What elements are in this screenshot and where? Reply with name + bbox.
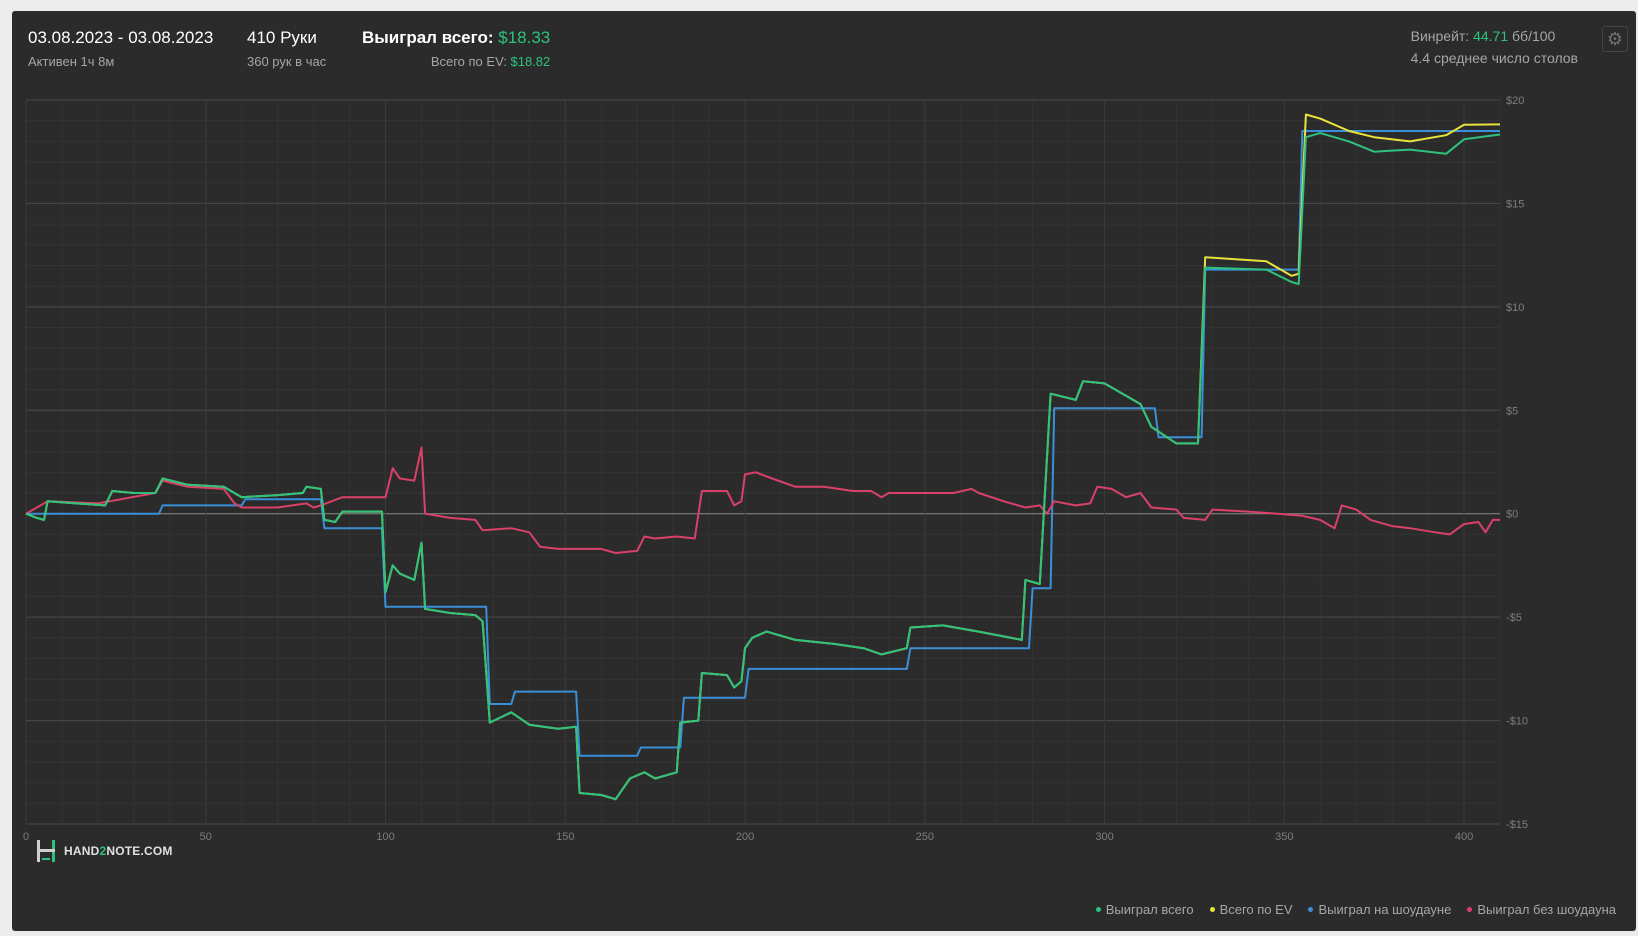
- winrate-unit: бб/100: [1512, 28, 1556, 44]
- axis-ticks: $20 $15 $10 $5 $0 -$5 -$10 -$15 0 50 100 150 200 250 3…: [23, 95, 1528, 843]
- won-label: Выиграл всего:: [362, 28, 494, 47]
- logo-prefix: HAND: [64, 844, 100, 858]
- session-panel: 03.08.2023 - 03.08.2023 Активен 1ч 8м 41…: [12, 11, 1636, 931]
- won-value: $18.33: [498, 28, 551, 47]
- y-tick-label: -$5: [1506, 612, 1522, 624]
- bankroll-chart: $20 $15 $10 $5 $0 -$5 -$10 -$15 0 50 100 150 200 250 3…: [23, 95, 1528, 843]
- logo-two: 2: [99, 844, 107, 858]
- grid-major: [25, 99, 1500, 825]
- x-tick-label: 200: [736, 831, 754, 843]
- y-tick-label: $5: [1506, 405, 1518, 417]
- legend-dot-icon: [1467, 907, 1473, 912]
- x-tick-label: 50: [200, 831, 212, 843]
- active-duration: Активен 1ч 8м: [28, 54, 115, 69]
- winrate-label: Винрейт:: [1410, 28, 1470, 44]
- legend-dot-icon: [1095, 907, 1101, 912]
- series-line: [25, 132, 1501, 801]
- ev-value: $18.82: [510, 54, 551, 69]
- winrate-value: 44.71: [1473, 28, 1509, 44]
- y-tick-label: $20: [1506, 95, 1524, 107]
- series-line: [25, 446, 1500, 554]
- hands-count: 410 Руки: [247, 28, 317, 47]
- legend-label: Всего по EV: [1219, 902, 1293, 917]
- legend-label: Выиграл всего: [1105, 902, 1194, 917]
- series-line: [25, 113, 1501, 801]
- x-tick-label: 250: [916, 831, 934, 843]
- ev-label: Всего по EV:: [430, 54, 507, 69]
- legend-item[interactable]: Выиграл всего: [1095, 902, 1194, 917]
- logo-suffix: NOTE.COM: [106, 844, 173, 858]
- y-tick-label: $10: [1506, 302, 1524, 314]
- y-tick-label: $15: [1506, 198, 1524, 210]
- y-tick-label: $0: [1506, 509, 1518, 521]
- hand2note-logo: HAND2NOTE.COM: [36, 840, 173, 862]
- winrate-block: Винрейт: 44.71 бб/100 4.4 среднее число …: [1411, 28, 1578, 66]
- legend-item[interactable]: Выиграл без шоудауна: [1467, 902, 1616, 917]
- series-line: [26, 130, 1500, 757]
- date-block: 03.08.2023 - 03.08.2023 Активен 1ч 8м: [28, 28, 213, 69]
- y-tick-label: -$10: [1506, 716, 1528, 728]
- legend-item[interactable]: Выиграл на шоудауне: [1308, 902, 1451, 917]
- legend-item[interactable]: Всего по EV: [1209, 902, 1293, 917]
- x-tick-label: 0: [23, 831, 29, 843]
- date-range: 03.08.2023 - 03.08.2023: [28, 28, 214, 47]
- hands-per-hour: 360 рук в час: [247, 54, 327, 69]
- avg-tables: 4.4 среднее число столов: [1410, 50, 1578, 66]
- won-block: Выиграл всего: $18.33 Всего по EV: $18.8…: [362, 28, 550, 69]
- x-tick-label: 100: [376, 831, 394, 843]
- x-tick-label: 400: [1455, 831, 1473, 843]
- settings-gear-icon[interactable]: ⚙: [1602, 26, 1628, 52]
- x-tick-label: 350: [1275, 831, 1293, 843]
- y-tick-label: -$15: [1506, 819, 1528, 831]
- hand2note-logo-icon: [36, 840, 56, 862]
- chart-legend: Выиграл всего Всего по EV Выиграл на шоуда…: [1095, 902, 1616, 917]
- series-lines: [25, 113, 1501, 801]
- legend-label: Выиграл без шоудауна: [1477, 902, 1616, 917]
- hands-block: 410 Руки 360 рук в час: [247, 28, 326, 69]
- x-tick-label: 300: [1095, 831, 1113, 843]
- x-tick-label: 150: [556, 831, 574, 843]
- legend-dot-icon: [1308, 907, 1314, 912]
- grid-minor: [25, 99, 1501, 825]
- legend-label: Выиграл на шоудауне: [1318, 902, 1452, 917]
- legend-dot-icon: [1209, 907, 1215, 912]
